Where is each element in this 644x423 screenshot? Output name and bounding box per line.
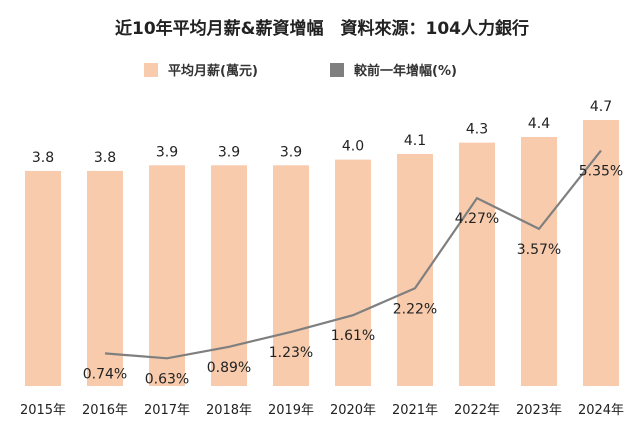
- bar-value-label: 4.1: [404, 133, 426, 149]
- x-axis-ticks: 2015年 2016年 2017年 2018年 2019年 2020年 2021年 2022年…: [20, 403, 624, 418]
- bar-value-labels: 3.8 3.8 3.9 3.9 3.9 4.0 4.1 4.3 4.4 4.7: [32, 99, 612, 166]
- x-tick-label: 2019年: [268, 403, 314, 418]
- x-tick-label: 2018年: [206, 403, 252, 418]
- growth-value-label: 5.35%: [579, 164, 623, 180]
- bar-value-label: 4.7: [590, 99, 612, 115]
- bar-value-label: 3.8: [94, 150, 116, 166]
- x-tick-label: 2016年: [82, 403, 128, 418]
- x-tick-label: 2015年: [20, 403, 66, 418]
- bar: [459, 142, 495, 386]
- growth-value-label: 1.23%: [269, 345, 313, 361]
- bar: [583, 120, 619, 386]
- bar-value-label: 3.9: [218, 144, 240, 160]
- legend-swatch-growth: [330, 63, 344, 77]
- growth-value-labels: 0.74% 0.63% 0.89% 1.23% 1.61% 2.22% 4.27% 3.57%…: [83, 164, 623, 388]
- bar-value-label: 3.9: [280, 144, 302, 160]
- bar-value-label: 4.0: [342, 139, 364, 155]
- bar: [87, 170, 123, 386]
- bar: [149, 165, 185, 386]
- growth-value-label: 3.57%: [517, 242, 561, 258]
- bar-value-label: 4.4: [528, 116, 550, 132]
- bar: [211, 165, 247, 386]
- x-tick-label: 2017年: [144, 403, 190, 418]
- x-tick-label: 2023年: [516, 403, 562, 418]
- bar: [335, 159, 371, 386]
- legend-label-salary: 平均月薪(萬元): [168, 63, 258, 79]
- x-tick-label: 2024年: [578, 403, 624, 418]
- bar-value-label: 3.9: [156, 144, 178, 160]
- x-tick-label: 2021年: [392, 403, 438, 418]
- growth-value-label: 4.27%: [455, 211, 499, 227]
- growth-value-label: 0.63%: [145, 371, 189, 387]
- bar-series: [25, 120, 619, 386]
- growth-line: [104, 149, 602, 360]
- legend: 平均月薪(萬元) 較前一年增幅(%): [144, 63, 457, 79]
- growth-value-label: 0.74%: [83, 366, 127, 382]
- chart-title: 近10年平均月薪&薪資增幅 資料來源：104人力銀行: [115, 18, 529, 39]
- bar: [25, 170, 61, 386]
- line-series: [104, 149, 602, 360]
- x-tick-label: 2020年: [330, 403, 376, 418]
- bar: [273, 165, 309, 386]
- legend-label-growth: 較前一年增幅(%): [354, 63, 457, 79]
- legend-swatch-salary: [144, 63, 158, 77]
- x-tick-label: 2022年: [454, 403, 500, 418]
- bar: [521, 136, 557, 386]
- growth-value-label: 1.61%: [331, 328, 375, 344]
- bar-value-label: 3.8: [32, 150, 54, 166]
- bar-value-label: 4.3: [466, 122, 488, 138]
- growth-value-label: 0.89%: [207, 360, 251, 376]
- growth-value-label: 2.22%: [393, 301, 437, 317]
